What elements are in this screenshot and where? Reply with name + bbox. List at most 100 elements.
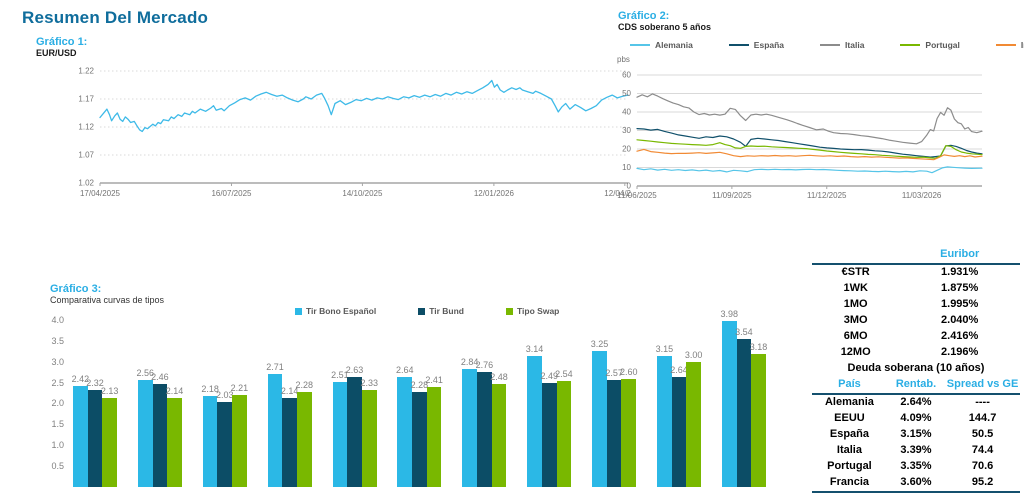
deuda-row: Italia 3.39% 74.4 — [812, 443, 1020, 459]
bar-value-label: 3.25 — [590, 339, 609, 350]
svg-text:pbs: pbs — [617, 55, 630, 64]
cell: 1.995% — [941, 298, 979, 310]
bars-ytick: 0.5 — [51, 461, 64, 471]
svg-text:30: 30 — [622, 126, 631, 135]
bar-value-label: 2.49 — [540, 371, 558, 382]
bar-value-label: 2.28 — [295, 379, 314, 390]
legend-swatch — [506, 307, 514, 315]
legend-item-espa-a: España — [728, 40, 785, 50]
legend-swatch — [418, 307, 426, 315]
euribor-row: €STR 1.931% — [812, 264, 1020, 281]
cell: 3.35% — [900, 460, 932, 472]
legend-label: Italia — [845, 40, 865, 50]
bar-group-10: 3.15 2.64 3.00 — [656, 344, 702, 487]
bar-tipo-swap: 2.33 — [360, 378, 378, 487]
euribor-row: 1WK 1.875% — [812, 281, 1020, 297]
deuda-row: Francia 3.60% 95.2 — [812, 475, 1020, 493]
bar-group-3: 2.18 2.03 2.21 — [201, 383, 248, 487]
rates-panel: Euribor €STR 1.931% 1WK 1.875% 1MO 1.995% 3MO 2… — [812, 247, 1020, 493]
bar-tir-bono-espa-ol: 2.51 — [331, 370, 349, 487]
bar-group-8: 3.14 2.49 2.54 — [526, 344, 573, 487]
cell: 1.875% — [941, 282, 979, 294]
bar-value-label: 3.14 — [525, 344, 544, 355]
svg-text:1.12: 1.12 — [78, 123, 94, 132]
cell: 4.09% — [900, 412, 932, 424]
deuda-row: Portugal 3.35% 70.6 — [812, 459, 1020, 475]
bar-value-label: 2.51 — [331, 370, 349, 381]
bar-value-label: 2.54 — [555, 369, 573, 380]
bar-value-label: 2.41 — [425, 374, 443, 385]
bar-tir-bono-espa-ol: 3.98 — [720, 309, 738, 487]
bars-ytick: 1.0 — [51, 440, 64, 451]
legend-swatch — [900, 44, 921, 46]
bar-tir-bund: 3.54 — [735, 327, 753, 487]
bar-value-label: 2.48 — [490, 371, 508, 382]
svg-text:0: 0 — [627, 182, 632, 191]
bar-tir-bund: 2.03 — [216, 390, 234, 487]
chart2-subtitle: CDS soberano 5 años — [618, 22, 712, 32]
legend-item-tir-bono-espa-ol: Tir Bono Español — [295, 306, 376, 316]
legend-item-irlanda: Irlanda — [995, 40, 1024, 50]
cell: España — [829, 428, 869, 440]
bar-value-label: 2.64 — [670, 364, 688, 375]
bar-value-label: 2.13 — [100, 386, 119, 397]
bar-tir-bono-espa-ol: 2.56 — [136, 368, 154, 487]
bars-ytick: 2.0 — [51, 398, 64, 409]
svg-text:1.02: 1.02 — [78, 179, 94, 188]
cell: 3.15% — [900, 428, 932, 440]
euribor-row: 3MO 2.040% — [812, 313, 1020, 329]
bar-value-label: 2.76 — [475, 359, 494, 370]
legend-swatch — [630, 44, 650, 46]
series-italia — [636, 93, 983, 145]
bar-tir-bono-espa-ol: 3.25 — [591, 339, 608, 487]
svg-text:11/03/2026: 11/03/2026 — [902, 191, 942, 200]
bar-group-5: 2.51 2.63 2.33 — [331, 365, 378, 487]
series-irlanda — [636, 148, 983, 161]
bar-value-label: 3.98 — [720, 309, 738, 320]
cell: 1.931% — [941, 266, 979, 278]
bar-group-6: 2.64 2.28 2.41 — [396, 365, 443, 487]
deuda-col-rentab: Rentab. — [886, 377, 946, 395]
deuda-col-pais: País — [812, 377, 887, 395]
bar-value-label: 2.46 — [151, 372, 169, 383]
legend-swatch — [995, 44, 1016, 46]
svg-text:10: 10 — [622, 163, 631, 172]
chart2-label: Gráfico 2: — [618, 10, 670, 22]
cell: EEUU — [834, 412, 865, 424]
bars-ytick: 3.5 — [51, 335, 64, 346]
euribor-header-spacer — [812, 247, 900, 265]
svg-text:1.17: 1.17 — [78, 95, 94, 104]
bar-tir-bund: 2.46 — [151, 372, 169, 487]
legend-swatch — [295, 307, 302, 315]
deuda-row: Alemania 2.64% ---- — [812, 394, 1020, 411]
bars-ytick: 1.5 — [51, 419, 64, 430]
cell: 50.5 — [971, 428, 994, 440]
bar-tir-bund: 2.49 — [540, 371, 558, 487]
cell: Portugal — [827, 460, 872, 472]
euribor-table: Euribor €STR 1.931% 1WK 1.875% 1MO 1.995% 3MO 2… — [812, 247, 1020, 361]
legend-label: España — [753, 40, 785, 50]
legend-item-portugal: Portugal — [900, 40, 960, 50]
bar-value-label: 2.21 — [230, 382, 249, 393]
bar-tir-bono-espa-ol: 2.64 — [396, 365, 414, 487]
bar-value-label: 3.18 — [749, 342, 768, 353]
bar-group-7: 2.84 2.76 2.48 — [461, 357, 508, 487]
cell: Francia — [812, 475, 887, 493]
bar-tipo-swap: 3.00 — [685, 350, 702, 487]
bar-value-label: 2.42 — [71, 374, 90, 385]
legend-swatch — [728, 44, 749, 46]
legend-label: Tir Bono Español — [306, 306, 377, 316]
cell: Alemania — [824, 396, 874, 408]
bar-tir-bono-espa-ol: 2.42 — [72, 374, 89, 487]
chart3-subtitle: Comparativa curvas de tipos — [50, 295, 165, 305]
chart3-label: Gráfico 3: — [50, 283, 102, 295]
cell: Italia — [836, 444, 862, 456]
bar-tipo-swap: 2.41 — [425, 375, 443, 487]
bar-value-label: 3.54 — [735, 327, 753, 338]
svg-text:1.22: 1.22 — [78, 67, 94, 76]
legend-item-alemania: Alemania — [630, 40, 693, 50]
bars-ytick: 2.5 — [51, 377, 64, 388]
series-portugal — [636, 139, 983, 159]
cell: 6MO — [843, 330, 868, 342]
bar-tir-bono-espa-ol: 2.84 — [461, 357, 478, 487]
